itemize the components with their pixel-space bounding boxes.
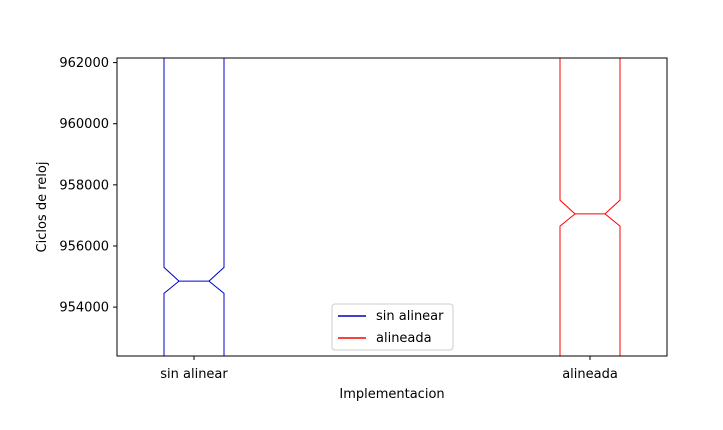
y-axis: 954000 956000 958000 960000 962000 xyxy=(59,56,117,316)
legend-label-sin-alinear: sin alinear xyxy=(376,309,444,324)
y-tick-label: 958000 xyxy=(59,178,109,193)
x-axis: sin alinear alineada xyxy=(160,356,618,382)
box-alineada xyxy=(559,57,621,356)
x-tick-label: alineada xyxy=(562,367,618,382)
y-tick-label: 954000 xyxy=(59,301,109,316)
y-tick-label: 960000 xyxy=(59,117,109,132)
box-sin-alinear xyxy=(163,57,225,356)
x-axis-label: Implementacion xyxy=(339,387,444,402)
legend-label-alineada: alineada xyxy=(376,331,432,346)
x-tick-label: sin alinear xyxy=(160,367,228,382)
y-tick-label: 962000 xyxy=(59,56,109,71)
legend: sin alinear alineada xyxy=(331,303,454,351)
y-axis-label: Ciclos de reloj xyxy=(35,162,50,253)
plot-frame xyxy=(116,57,668,357)
y-tick-label: 956000 xyxy=(59,239,109,254)
